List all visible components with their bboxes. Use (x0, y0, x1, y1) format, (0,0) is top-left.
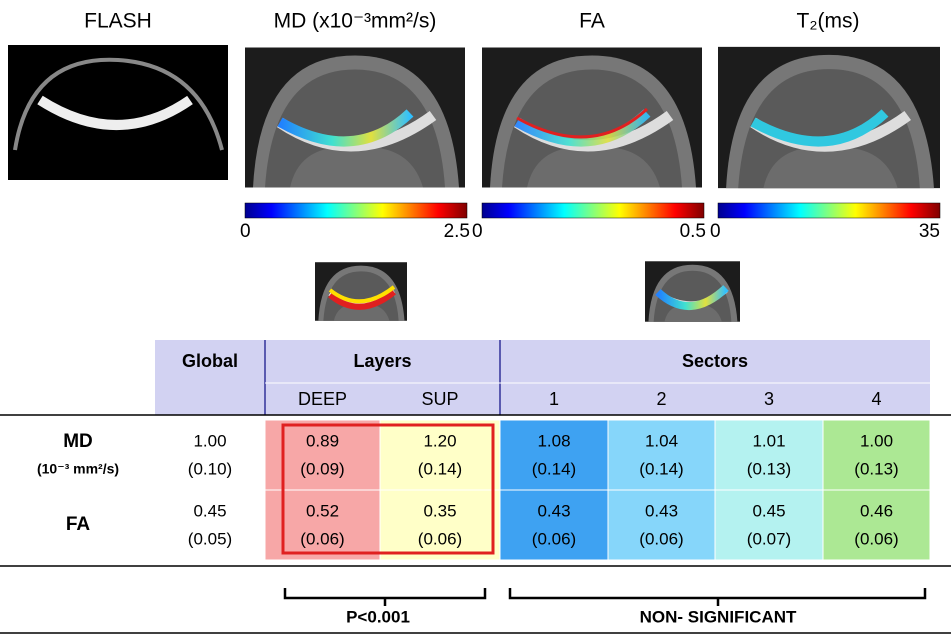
cell-value: 0.45 (752, 501, 785, 520)
subheader: SUP (421, 389, 458, 409)
image-md (245, 48, 465, 188)
subheader: 3 (764, 389, 774, 409)
cell-value: 1.04 (645, 431, 678, 450)
subheader: 2 (656, 389, 666, 409)
subheader: DEEP (298, 389, 347, 409)
cell-value: 1.00 (860, 431, 893, 450)
colorbar-min: 0 (240, 221, 251, 242)
row-label: MD (63, 431, 93, 452)
colorbar-max: 2.5 (444, 221, 470, 242)
group-header: Sectors (682, 351, 748, 371)
colorbar-min: 0 (472, 221, 483, 242)
cell-sd: (0.13) (854, 459, 898, 478)
subheader: 4 (871, 389, 881, 409)
cell-sd: (0.07) (747, 529, 791, 548)
cell-value: 1.20 (423, 431, 456, 450)
panel-title: FLASH (84, 10, 152, 33)
cell-value: 0.45 (193, 501, 226, 520)
colorbar (718, 203, 940, 218)
image-flash (8, 45, 228, 180)
cell-sd: (0.06) (854, 529, 898, 548)
cell-sd: (0.13) (747, 459, 791, 478)
row-unit: (10⁻³ mm²/s) (37, 461, 119, 477)
cell-sd: (0.05) (188, 529, 232, 548)
image-t2 (718, 47, 940, 188)
cell-sd: (0.14) (639, 459, 683, 478)
cell-sd: (0.06) (639, 529, 683, 548)
note: P<0.001 (346, 607, 410, 626)
cell-sd: (0.14) (418, 459, 462, 478)
group-header: Global (182, 351, 238, 371)
cell-value: 0.89 (306, 431, 339, 450)
cell-value: 1.01 (752, 431, 785, 450)
cell-sd: (0.10) (188, 459, 232, 478)
colorbar (482, 203, 704, 218)
colorbar-max: 0.5 (680, 221, 706, 242)
bracket (285, 588, 485, 606)
cell-sd: (0.06) (418, 529, 462, 548)
colorbar-min: 0 (710, 221, 721, 242)
figure: FLASH MD (x10⁻³mm²/s) FA T₂(ms) 0 2.5 0 … (0, 0, 951, 635)
colorbar-max: 35 (919, 221, 940, 242)
panel-title: MD (x10⁻³mm²/s) (274, 10, 437, 33)
cell-value: 0.46 (860, 501, 893, 520)
image-fa (482, 48, 702, 188)
cell-value: 0.35 (423, 501, 456, 520)
header-bg (155, 340, 930, 415)
subheader: 1 (549, 389, 559, 409)
cell-sd: (0.06) (532, 529, 576, 548)
colorbar (245, 203, 467, 218)
cell-value: 1.00 (193, 431, 226, 450)
cell-value: 0.43 (537, 501, 570, 520)
panel-title: FA (579, 10, 605, 33)
cell-sd: (0.06) (300, 529, 344, 548)
panel-title: T₂(ms) (797, 10, 860, 33)
cell-value: 1.08 (537, 431, 570, 450)
note: NON- SIGNIFICANT (640, 607, 797, 626)
cell-sd: (0.09) (300, 459, 344, 478)
cell-value: 0.43 (645, 501, 678, 520)
cell-sd: (0.14) (532, 459, 576, 478)
bracket (510, 588, 925, 606)
group-header: Layers (353, 351, 411, 371)
row-label: FA (66, 514, 91, 535)
cell-value: 0.52 (306, 501, 339, 520)
